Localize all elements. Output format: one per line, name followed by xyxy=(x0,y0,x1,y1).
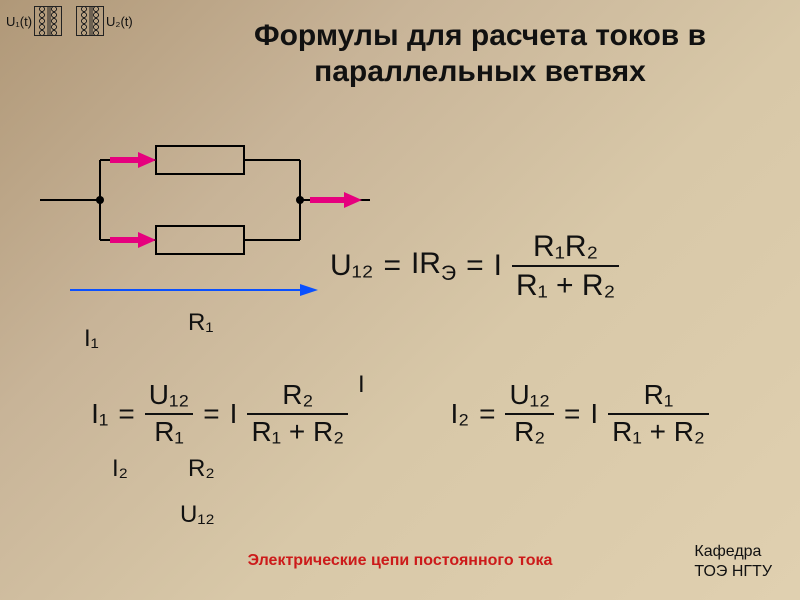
inductor-u1: U₁(t) xyxy=(6,6,62,36)
formula-i2-frac2: R₁ R₁ + R₂ xyxy=(608,380,709,448)
label-r1: R₁ xyxy=(188,309,213,337)
label-u12: U₁₂ xyxy=(180,501,215,529)
formula-i1: I₁ = U₁₂ R₁ = I R₂ R₁ + R₂ xyxy=(91,380,348,448)
formula-u12-lhs: U₁₂ xyxy=(330,249,373,283)
inductor-u1-label: U₁(t) xyxy=(6,14,32,29)
formula-u12-mid: IRЭ xyxy=(411,247,456,286)
footer-dept-line1: Кафедра xyxy=(694,542,772,562)
eq-sign: = xyxy=(203,398,219,430)
formula-i1-frac2: R₂ R₁ + R₂ xyxy=(247,380,348,448)
eq-sign: = xyxy=(118,398,134,430)
formula-i2-coef: I xyxy=(590,398,598,430)
formula-i1-lhs: I₁ xyxy=(91,398,108,430)
formula-i2-frac1: U₁₂ R₂ xyxy=(505,380,554,448)
inductor-u2: U₂(t) xyxy=(76,6,133,36)
inductor-header: U₁(t) U₂(t) xyxy=(6,6,133,36)
label-i1: I₁ xyxy=(84,325,99,353)
formula-i2: I₂ = U₁₂ R₂ = I R₁ R₁ + R₂ xyxy=(450,380,708,448)
inductor-icon xyxy=(76,6,104,36)
eq-sign: = xyxy=(466,249,484,283)
label-i2: I₂ xyxy=(112,455,128,483)
bottom-formulas: I₁ = U₁₂ R₁ = I R₂ R₁ + R₂ I₂ = U₁₂ R₂ =… xyxy=(0,380,800,448)
eq-sign: = xyxy=(564,398,580,430)
formula-i2-lhs: I₂ xyxy=(450,398,469,430)
formula-u12: U₁₂ = IRЭ = I R₁R₂ R₁ + R₂ xyxy=(330,230,619,302)
formula-i1-coef: I xyxy=(230,398,238,430)
page-title: Формулы для расчета токов в параллельных… xyxy=(200,18,760,90)
eq-sign: = xyxy=(383,249,401,283)
formula-u12-coef: I xyxy=(494,249,502,283)
eq-sign: = xyxy=(479,398,495,430)
footer-subtitle: Электрические цепи постоянного тока xyxy=(0,552,800,570)
formula-i1-frac1: U₁₂ R₁ xyxy=(145,380,194,448)
footer-dept-line2: ТОЭ НГТУ xyxy=(694,562,772,582)
inductor-u2-label: U₂(t) xyxy=(106,14,133,29)
inductor-icon xyxy=(34,6,62,36)
label-r2: R₂ xyxy=(188,455,215,483)
footer-department: Кафедра ТОЭ НГТУ xyxy=(694,542,772,582)
formula-u12-frac: R₁R₂ R₁ + R₂ xyxy=(512,230,619,302)
